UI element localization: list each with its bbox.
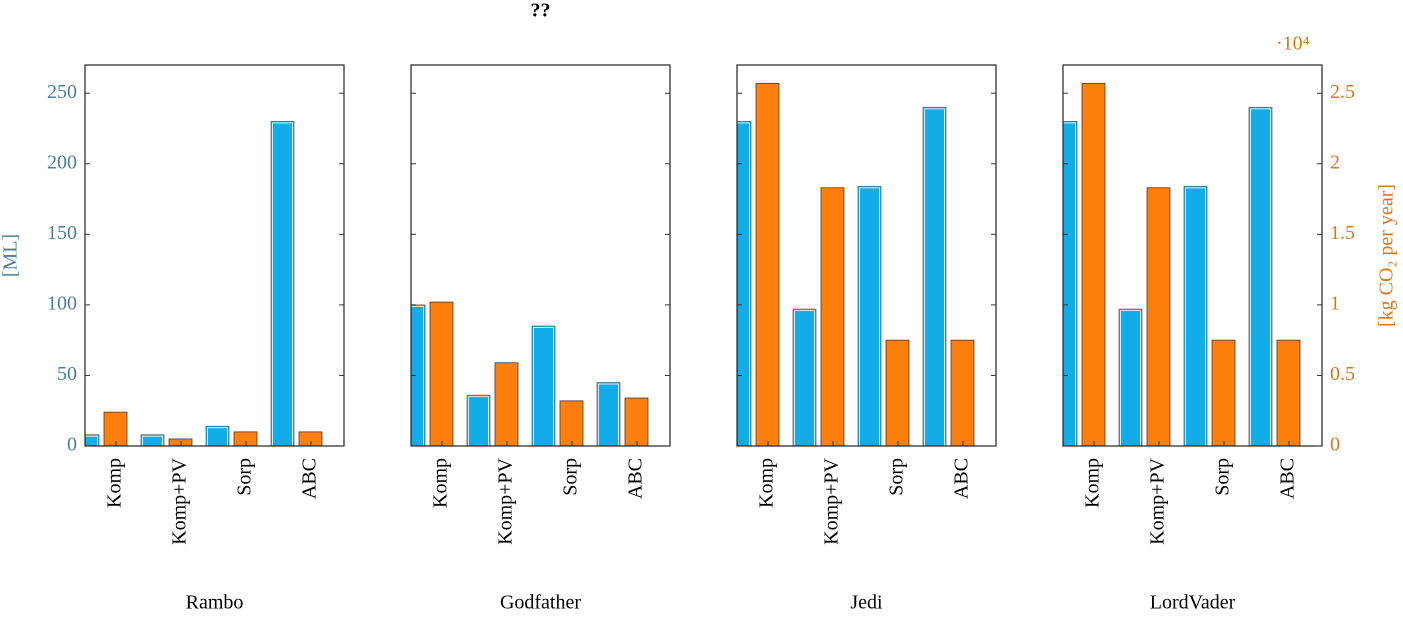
plot-frame: [736, 64, 997, 447]
plot-area: [411, 301, 649, 446]
x-tick-label: Sorp: [560, 458, 582, 496]
bar: [559, 400, 584, 446]
bar: [1276, 339, 1301, 446]
x-tick-label: ABC: [1277, 458, 1299, 499]
bar: [103, 411, 128, 446]
bar: [1211, 339, 1236, 446]
bar: [820, 187, 845, 446]
plot-area: [1063, 82, 1301, 446]
bar: [1081, 82, 1106, 446]
x-tick-label: Komp+PV: [169, 457, 191, 544]
bar: [950, 339, 975, 446]
x-tick-label: ABC: [625, 458, 647, 499]
y2-tick-label: 1.5: [1330, 222, 1355, 244]
y2-tick-label: 2: [1330, 151, 1340, 173]
plot-frame: [84, 64, 345, 447]
chart-title: ??: [531, 0, 551, 22]
y-tick-label: 150: [47, 222, 77, 244]
y2-tick-label: 0.5: [1330, 363, 1355, 385]
bar: [885, 339, 910, 446]
x-tick-label: Komp: [430, 458, 452, 508]
y-tick-label: 0: [67, 434, 77, 456]
y-tick-label: 250: [47, 81, 77, 103]
x-tick-label: Sorp: [234, 458, 256, 496]
bar: [270, 121, 295, 446]
y-tick-label: 50: [57, 363, 77, 385]
bar: [429, 301, 454, 446]
x-tick-label: ABC: [951, 458, 973, 499]
bar: [494, 362, 519, 446]
bar: [1118, 308, 1143, 446]
y-tick-label: 100: [47, 292, 77, 314]
y2-tick-label: 1: [1330, 292, 1340, 314]
plot-frame: [410, 64, 671, 447]
x-tick-label: Sorp: [886, 458, 908, 496]
plot-frame: [1062, 64, 1323, 447]
x-axis-label: Jedi: [850, 592, 883, 614]
x-axis-label: Rambo: [186, 592, 244, 614]
y2-scale-label: ·10⁴: [1276, 33, 1310, 55]
x-axis-label: Godfather: [500, 592, 581, 614]
bar: [922, 106, 947, 446]
bar: [1248, 106, 1273, 446]
bar: [531, 325, 556, 446]
y2-tick-label: 0: [1330, 434, 1340, 456]
x-tick-label: Komp: [756, 458, 778, 508]
x-tick-label: Komp+PV: [821, 457, 843, 544]
y2-tick-label: 2.5: [1330, 81, 1355, 103]
bar: [596, 382, 621, 446]
bar: [85, 434, 100, 446]
bar: [624, 397, 649, 446]
plot-area: [737, 82, 975, 446]
bar: [737, 121, 752, 446]
y-axis-label: [ML]: [0, 234, 22, 277]
x-tick-label: Komp+PV: [1147, 457, 1169, 544]
bar: [1063, 121, 1078, 446]
x-tick-label: Sorp: [1212, 458, 1234, 496]
bar: [1146, 187, 1171, 446]
x-tick-label: Komp: [1082, 458, 1104, 508]
y2-axis-label: [kg CO₂ per year]: [1376, 184, 1398, 327]
x-tick-label: Komp+PV: [495, 457, 517, 544]
bar: [205, 425, 230, 446]
bar: [857, 185, 882, 446]
y-tick-label: 200: [47, 151, 77, 173]
bar: [755, 82, 780, 446]
x-tick-label: ABC: [299, 458, 321, 499]
bar: [1183, 185, 1208, 446]
bar: [792, 308, 817, 446]
plot-area: [85, 121, 323, 446]
bar: [140, 434, 165, 446]
x-axis-label: LordVader: [1150, 592, 1236, 614]
bar: [466, 394, 491, 446]
x-tick-label: Komp: [104, 458, 126, 508]
